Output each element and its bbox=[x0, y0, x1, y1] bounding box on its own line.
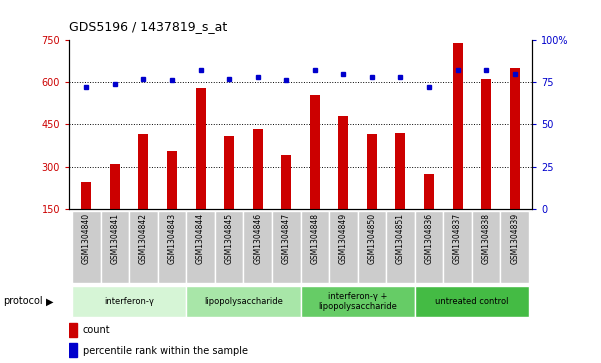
Text: protocol: protocol bbox=[3, 296, 43, 306]
Text: GSM1304844: GSM1304844 bbox=[196, 213, 205, 264]
Text: GSM1304836: GSM1304836 bbox=[424, 213, 433, 264]
Bar bbox=[300, 286, 415, 317]
Bar bbox=[481, 79, 491, 209]
Text: GSM1304840: GSM1304840 bbox=[82, 213, 91, 264]
Bar bbox=[69, 343, 78, 357]
Bar bbox=[358, 211, 386, 283]
Bar bbox=[252, 129, 263, 209]
Text: count: count bbox=[83, 325, 111, 335]
Text: GSM1304842: GSM1304842 bbox=[139, 213, 148, 264]
Bar bbox=[338, 116, 349, 209]
Bar bbox=[415, 211, 444, 283]
Bar bbox=[100, 211, 129, 283]
Text: GSM1304846: GSM1304846 bbox=[253, 213, 262, 264]
Bar bbox=[444, 211, 472, 283]
Text: interferon-γ +
lipopolysaccharide: interferon-γ + lipopolysaccharide bbox=[318, 291, 397, 311]
Bar bbox=[81, 182, 91, 209]
Text: untreated control: untreated control bbox=[435, 297, 508, 306]
Bar bbox=[472, 211, 501, 283]
Bar bbox=[157, 211, 186, 283]
Text: GSM1304843: GSM1304843 bbox=[168, 213, 177, 264]
Text: GSM1304841: GSM1304841 bbox=[111, 213, 120, 264]
Bar bbox=[186, 211, 215, 283]
Text: interferon-γ: interferon-γ bbox=[104, 297, 154, 306]
Bar bbox=[424, 174, 434, 209]
Bar bbox=[501, 211, 529, 283]
Bar bbox=[72, 211, 100, 283]
Bar bbox=[367, 134, 377, 209]
Bar bbox=[224, 135, 234, 209]
Bar bbox=[281, 155, 291, 209]
Text: GSM1304850: GSM1304850 bbox=[367, 213, 376, 264]
Text: lipopolysaccharide: lipopolysaccharide bbox=[204, 297, 283, 306]
Text: GSM1304839: GSM1304839 bbox=[510, 213, 519, 264]
Bar bbox=[510, 68, 520, 209]
Bar bbox=[453, 43, 463, 209]
Bar bbox=[395, 133, 406, 209]
Bar bbox=[69, 323, 78, 338]
Bar bbox=[415, 286, 529, 317]
Text: GSM1304848: GSM1304848 bbox=[310, 213, 319, 264]
Text: ▶: ▶ bbox=[46, 296, 53, 306]
Text: GSM1304838: GSM1304838 bbox=[481, 213, 490, 264]
Bar bbox=[386, 211, 415, 283]
Bar bbox=[195, 88, 206, 209]
Text: GSM1304845: GSM1304845 bbox=[225, 213, 234, 264]
Bar bbox=[110, 164, 120, 209]
Bar bbox=[329, 211, 358, 283]
Bar bbox=[186, 286, 300, 317]
Text: GSM1304847: GSM1304847 bbox=[282, 213, 291, 264]
Bar bbox=[310, 95, 320, 209]
Text: GSM1304849: GSM1304849 bbox=[339, 213, 348, 264]
Bar bbox=[272, 211, 300, 283]
Bar bbox=[243, 211, 272, 283]
Text: GSM1304837: GSM1304837 bbox=[453, 213, 462, 264]
Bar bbox=[138, 134, 148, 209]
Bar bbox=[72, 286, 186, 317]
Text: percentile rank within the sample: percentile rank within the sample bbox=[83, 346, 248, 356]
Text: GSM1304851: GSM1304851 bbox=[396, 213, 405, 264]
Text: GDS5196 / 1437819_s_at: GDS5196 / 1437819_s_at bbox=[69, 20, 227, 33]
Bar bbox=[129, 211, 157, 283]
Bar bbox=[300, 211, 329, 283]
Bar bbox=[167, 151, 177, 209]
Bar bbox=[215, 211, 243, 283]
